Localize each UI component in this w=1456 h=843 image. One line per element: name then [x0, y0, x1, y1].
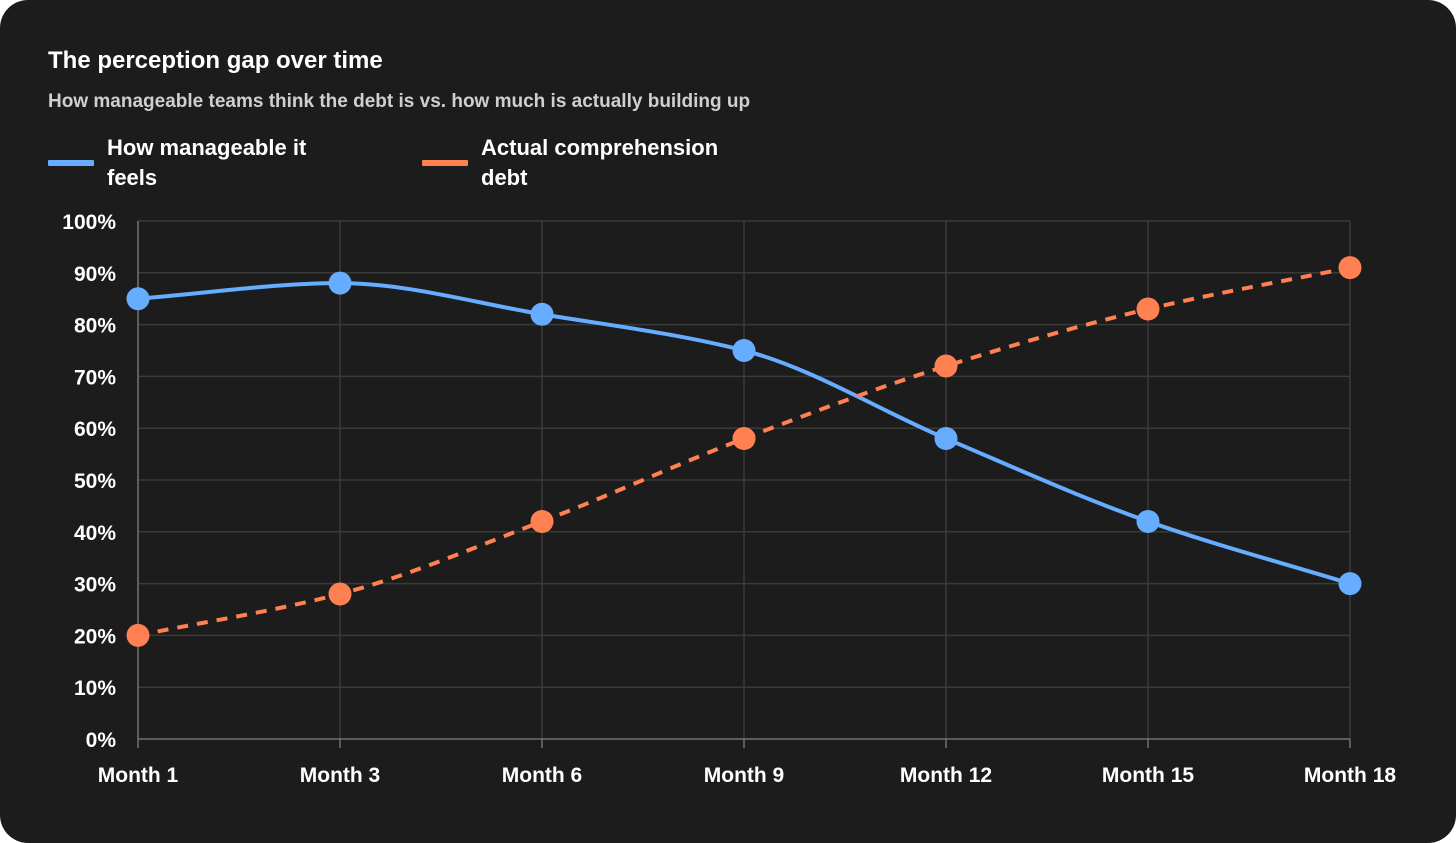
legend-swatch-manageable	[48, 160, 94, 166]
legend-label-manageable: How manageable it feels	[107, 135, 307, 190]
data-point-debt	[328, 582, 352, 606]
data-point-manageable	[934, 427, 958, 451]
x-tick-label: Month 6	[502, 764, 582, 787]
y-tick-label: 60%	[74, 418, 116, 441]
y-tick-label: 40%	[74, 522, 116, 545]
y-tick-label: 80%	[74, 315, 116, 338]
legend-swatch-debt	[422, 160, 468, 166]
data-point-debt	[1136, 297, 1160, 321]
y-tick-label: 20%	[74, 625, 116, 648]
x-tick-label: Month 15	[1102, 764, 1194, 787]
data-point-manageable	[126, 287, 150, 311]
x-tick-label: Month 9	[704, 764, 784, 787]
legend-item-debt: Actual comprehension debt	[422, 133, 761, 193]
data-point-manageable	[1136, 509, 1160, 533]
legend-item-manageable: How manageable it feels	[48, 133, 347, 193]
x-tick-label: Month 18	[1304, 764, 1396, 787]
y-tick-label: 10%	[74, 677, 116, 700]
data-point-debt	[530, 509, 554, 533]
data-points	[126, 256, 1362, 647]
x-tick-label: Month 12	[900, 764, 992, 787]
data-point-debt	[126, 623, 150, 647]
data-point-manageable	[328, 271, 352, 295]
data-point-debt	[1338, 256, 1362, 280]
tick-labels: 0% 10% 20% 30% 40% 50% 60% 70% 80% 90% 100% Month 1…	[62, 211, 1396, 787]
y-tick-label: 0%	[86, 729, 117, 752]
legend-label-debt: Actual comprehension debt	[481, 135, 719, 190]
y-tick-label: 70%	[74, 366, 116, 389]
grid-lines	[137, 220, 1351, 739]
data-point-manageable	[1338, 572, 1362, 596]
x-tick-label: Month 1	[98, 764, 179, 787]
y-tick-label: 30%	[74, 574, 116, 597]
y-tick-label: 90%	[74, 263, 116, 286]
chart-subtitle: How manageable teams think the debt is v…	[48, 91, 751, 112]
data-point-manageable	[732, 339, 756, 362]
data-point-debt	[732, 427, 756, 451]
chart-title: The perception gap over time	[48, 47, 383, 74]
data-point-debt	[934, 354, 958, 378]
x-tick-label: Month 3	[300, 764, 380, 787]
y-tick-label: 100%	[62, 211, 116, 234]
data-point-manageable	[530, 302, 554, 326]
y-tick-label: 50%	[74, 470, 116, 493]
